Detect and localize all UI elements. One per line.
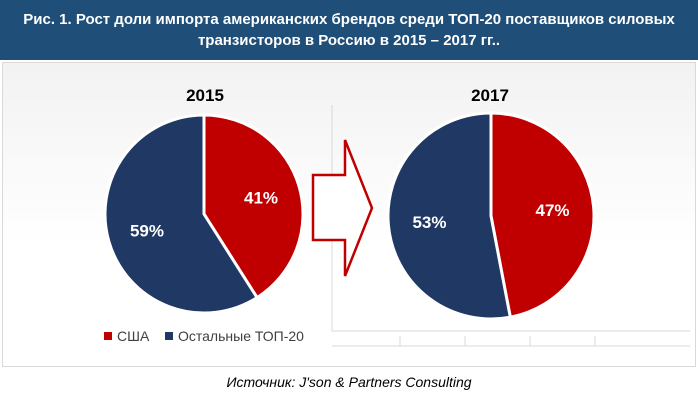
pie-2015: 41% 59% — [103, 113, 305, 315]
pie-2017-label-other: 53% — [412, 213, 446, 232]
source-note: Источник: J'son & Partners Consulting — [226, 374, 472, 390]
legend-label-usa: США — [117, 328, 150, 344]
figure-title-bar: Рис. 1. Рост доли импорта американских б… — [0, 0, 698, 60]
pie-2017-label-usa: 47% — [536, 201, 570, 220]
pie-2017-slice-other — [386, 111, 512, 321]
figure-title-line-2: транзисторов в Россию в 2015 – 2017 гг.. — [197, 32, 501, 49]
figure-title-line-1: Рис. 1. Рост доли импорта американских б… — [23, 11, 675, 28]
legend-swatch-usa — [104, 332, 112, 340]
pie-2015-label-other: 59% — [130, 222, 164, 241]
legend-label-other: Остальные ТОП-20 — [178, 328, 304, 344]
pie-2017-slice-usa — [489, 111, 596, 319]
pie-2015-title: 2015 — [186, 86, 224, 105]
pie-2017-title: 2017 — [471, 86, 509, 105]
legend-swatch-other — [165, 332, 173, 340]
right-arrow-icon — [311, 139, 374, 277]
pie-2015-slice-other — [103, 113, 259, 315]
legend: США Остальные ТОП-20 — [104, 328, 304, 344]
pie-2015-label-usa: 41% — [244, 188, 278, 207]
pie-2017: 47% 53% — [386, 111, 596, 321]
